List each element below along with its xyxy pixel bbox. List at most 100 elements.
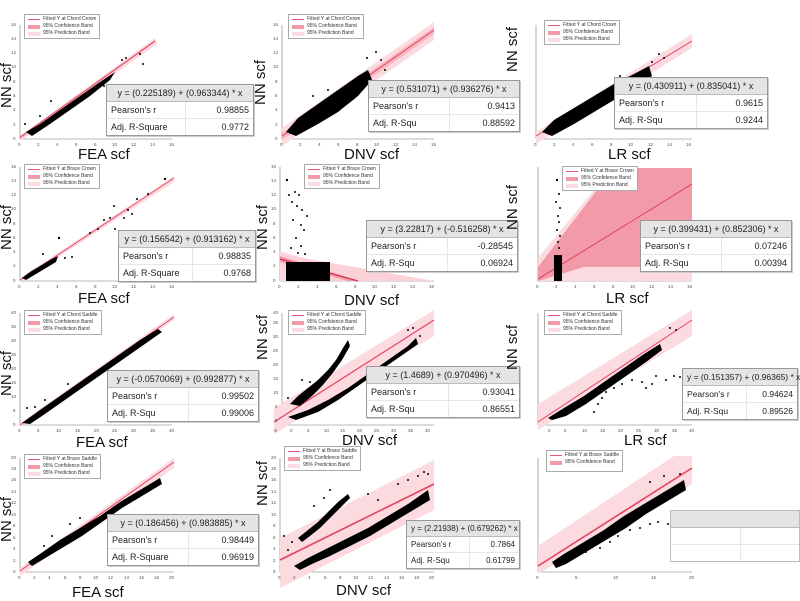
confidence-swatch <box>308 174 320 179</box>
chart-legend: Fitted Y at Chord Saddle 95% Confidence … <box>288 310 366 335</box>
svg-text:0: 0 <box>548 428 551 433</box>
svg-text:4: 4 <box>318 142 321 147</box>
svg-text:8: 8 <box>13 221 16 226</box>
pearson-value: 0.98855 <box>216 105 249 115</box>
legend-pred-label: 95% Prediction Band <box>43 180 90 186</box>
svg-text:0: 0 <box>13 422 16 427</box>
chart-legend: Fitted Y at Brace Saddle 95% Confidence … <box>546 450 624 472</box>
svg-text:30: 30 <box>273 334 279 339</box>
svg-text:16: 16 <box>169 284 175 289</box>
svg-text:12: 12 <box>11 192 17 197</box>
svg-text:0: 0 <box>18 428 21 433</box>
svg-text:35: 35 <box>11 324 17 329</box>
svg-text:2: 2 <box>37 142 40 147</box>
svg-text:10: 10 <box>630 284 636 289</box>
svg-text:10: 10 <box>324 428 330 433</box>
svg-text:4: 4 <box>308 575 311 580</box>
chart-brace-crown-dnv: 0 2 4 6 8 10 12 14 16 0 2 4 6 8 10 12 14 16 Fitted Y at … <box>254 150 534 309</box>
legend-pred-label: 95% Prediction Band <box>563 326 610 332</box>
fit-line-swatch <box>288 451 300 452</box>
svg-text:30: 30 <box>654 428 660 433</box>
svg-text:4: 4 <box>13 249 16 254</box>
svg-text:10: 10 <box>11 512 17 517</box>
fit-equation: y = (2.21938) + (0.679262) * x <box>407 521 519 537</box>
fit-equation: y = (0.225189) + (0.963344) * x <box>107 85 253 102</box>
svg-text:14: 14 <box>412 142 418 147</box>
svg-text:14: 14 <box>271 489 277 494</box>
y-axis-label: NN scf <box>254 461 271 506</box>
stats-table: y = (0.186456) + (0.983885) * x Pearson'… <box>107 514 259 566</box>
svg-text:6: 6 <box>75 284 78 289</box>
svg-text:40: 40 <box>689 428 695 433</box>
svg-text:2: 2 <box>297 284 300 289</box>
fit-equation: y = (0.399431) + (0.852306) * x <box>641 221 791 238</box>
x-axis-label: DNV scf <box>344 146 400 163</box>
svg-text:4: 4 <box>13 546 16 551</box>
svg-text:30: 30 <box>131 428 137 433</box>
svg-text:2: 2 <box>13 558 16 563</box>
x-axis-label: LR scf <box>608 146 651 163</box>
svg-text:30: 30 <box>11 338 17 343</box>
svg-text:6: 6 <box>337 142 340 147</box>
svg-text:8: 8 <box>354 284 357 289</box>
svg-text:14: 14 <box>668 284 674 289</box>
svg-text:10: 10 <box>271 206 277 211</box>
svg-text:4: 4 <box>574 284 577 289</box>
chart-legend: Fitted Y at Brace Saddle 95% Confidence … <box>24 454 102 479</box>
svg-text:4: 4 <box>56 142 59 147</box>
chart-brace-saddle-dnv: 0 2 4 6 8 10 12 14 16 18 20 0 2 4 6 8 10 12 14 16 18 20 Fitt… <box>254 446 534 600</box>
svg-text:12: 12 <box>131 142 137 147</box>
pearson-label: Pearson's r <box>107 102 187 118</box>
pearson-value: 0.94624 <box>762 389 793 399</box>
svg-text:25: 25 <box>374 428 380 433</box>
svg-text:20: 20 <box>11 455 17 460</box>
svg-text:18: 18 <box>154 575 160 580</box>
svg-text:8: 8 <box>610 142 613 147</box>
scatter-plot: -5 0 5 10 15 20 25 30 35 40 0 5 10 15 20 25 30 35 40 <box>273 310 435 434</box>
svg-text:10: 10 <box>112 284 118 289</box>
chart-chord-saddle-lr: 0 5 10 15 20 25 30 35 40 Fitted Y at Chord Saddl… <box>504 300 800 450</box>
legend-fit-label: Fitted Y at Chord Saddle <box>563 312 618 318</box>
stats-table: y = (3.22817) + (-0.516258) * x Pearson'… <box>366 220 518 272</box>
svg-text:2: 2 <box>299 142 302 147</box>
legend-conf-label: 95% Confidence Band <box>307 319 357 325</box>
fit-line-swatch <box>550 455 562 456</box>
svg-text:14: 14 <box>11 489 17 494</box>
legend-fit-label: Fitted Y at Chord Saddle <box>307 312 362 318</box>
svg-text:8: 8 <box>275 79 278 84</box>
svg-text:5: 5 <box>37 428 40 433</box>
svg-text:16: 16 <box>429 284 435 289</box>
x-axis-label: DNV scf <box>336 582 392 599</box>
scatter-plot: 0 5 10 15 20 25 30 35 40 0 5 10 15 20 25 30 35 40 <box>11 310 175 433</box>
fit-line-swatch <box>28 169 40 170</box>
adj-r-label: Adj. R-Squ <box>369 115 450 131</box>
svg-text:0: 0 <box>536 284 539 289</box>
legend-pred-label: 95% Prediction Band <box>323 180 370 186</box>
svg-text:0: 0 <box>273 569 276 574</box>
pearson-value: 0.9615 <box>735 98 763 108</box>
svg-text:6: 6 <box>273 535 276 540</box>
svg-text:12: 12 <box>368 575 374 580</box>
adj-r-value: 0.9244 <box>735 115 763 125</box>
svg-text:8: 8 <box>356 142 359 147</box>
svg-text:2: 2 <box>273 263 276 268</box>
fit-equation <box>671 511 799 528</box>
stats-table: y = (0.531071) + (0.936276) * x Pearson'… <box>368 80 520 132</box>
svg-text:12: 12 <box>131 284 137 289</box>
confidence-swatch <box>28 174 40 179</box>
svg-text:6: 6 <box>593 284 596 289</box>
legend-pred-label: 95% Prediction Band <box>43 30 90 36</box>
legend-fit-label: Fitted Y at Brace Saddle <box>303 448 358 454</box>
svg-text:15: 15 <box>75 428 81 433</box>
svg-text:15: 15 <box>273 376 279 381</box>
legend-fit-label: Fitted Y at Brace Crown <box>581 168 634 174</box>
svg-text:12: 12 <box>649 284 655 289</box>
fit-line-swatch <box>292 315 304 316</box>
fit-line-swatch <box>308 169 320 170</box>
svg-text:12: 12 <box>271 192 277 197</box>
svg-text:40: 40 <box>169 428 175 433</box>
svg-text:10: 10 <box>56 428 62 433</box>
prediction-swatch <box>28 31 40 36</box>
svg-text:10: 10 <box>11 64 17 69</box>
fit-equation: y = (0.151357) + (0.96365) * x <box>683 369 800 386</box>
